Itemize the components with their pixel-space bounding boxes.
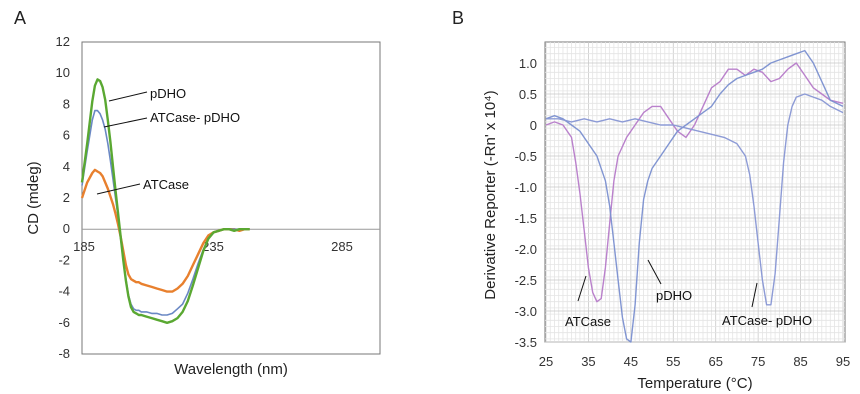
chart-b-x-tick-label: 75 [751, 354, 765, 369]
chart-b-plot-frame [544, 41, 846, 343]
chart-a-annotation-leader [103, 117, 148, 128]
chart-b-y-tick-label: -1.0 [515, 180, 537, 195]
chart-b-series [545, 49, 844, 343]
chart-a-x-axis-label: Wavelength (nm) [174, 361, 288, 378]
chart-a-y-tick-label: 4 [63, 159, 70, 174]
chart-b-annotation-label: pDHO [656, 288, 692, 303]
chart-a-y-tick-label: 6 [63, 128, 70, 143]
chart-a-x-tick-label: 285 [331, 239, 353, 254]
chart-b-y-tick-label: 0.5 [519, 87, 537, 102]
chart-a-series [80, 78, 250, 324]
chart-b-y-tick-label: -1.5 [515, 211, 537, 226]
chart-b-annotation-leader [751, 282, 758, 308]
chart-a-y-ticks: 12 10 8 6 4 2 0 -2 -4 -6 -8 [56, 34, 70, 361]
chart-a-y-tick-label: 0 [63, 221, 70, 236]
chart-b-series-line-0 [545, 62, 844, 303]
chart-a-x-tick-label: 185 [73, 239, 95, 254]
chart-b-annotation-label: ATCase- pDHO [722, 313, 812, 328]
chart-b-x-axis-label: Temperature (°C) [637, 375, 752, 392]
chart-b-annotation-leader [647, 259, 662, 285]
chart-a-y-tick-label: 8 [63, 96, 70, 111]
chart-a-y-tick-label: -8 [58, 346, 70, 361]
chart-b-x-tick-label: 45 [624, 354, 638, 369]
chart-a-y-tick-label: 10 [56, 65, 70, 80]
chart-b-annotation-leader [577, 275, 587, 302]
chart-b-annotation-label: ATCase [565, 314, 611, 329]
chart-a-annotation-leader [108, 91, 148, 102]
chart-b-series-line-1 [545, 49, 844, 343]
chart-a-y-tick-label: -6 [58, 315, 70, 330]
chart-b-y-tick-label: -2.0 [515, 242, 537, 257]
panel-letter-a: A [14, 8, 27, 28]
chart-b-y-tick-label: 0 [530, 118, 537, 133]
chart-b-y-tick-label: -0.5 [515, 149, 537, 164]
chart-b-series-line-2 [546, 93, 844, 306]
chart-b-y-tick-label: 1.0 [519, 56, 537, 71]
chart-b-x-tick-label: 85 [793, 354, 807, 369]
chart-b-x-ticks: 25 35 45 55 65 75 85 95 [539, 354, 850, 369]
chart-b-x-tick-label: 55 [666, 354, 680, 369]
chart-b-y-tick-label: -3.5 [515, 335, 537, 350]
chart-a-annotation-label: pDHO [150, 86, 186, 101]
chart-a-annotation-leader [96, 183, 141, 195]
chart-b-y-tick-label: -2.5 [515, 273, 537, 288]
chart-a-annotation-label: ATCase [143, 177, 189, 192]
chart-a-plot-frame [81, 41, 381, 355]
chart-b-x-tick-label: 95 [836, 354, 850, 369]
chart-b-y-axis-label: Derivative Reporter (-Rn' x 10⁴) [482, 90, 499, 299]
chart-a-y-tick-label: -4 [58, 284, 70, 299]
panel-letter-b: B [452, 8, 465, 28]
chart-a-y-axis-label: CD (mdeg) [25, 161, 42, 234]
chart-b-x-tick-label: 65 [708, 354, 722, 369]
chart-b-grid [545, 42, 845, 343]
chart-b-y-tick-label: -3.0 [515, 304, 537, 319]
chart-b-y-ticks: 1.0 0.5 0 -0.5 -1.0 -1.5 -2.0 -2.5 -3.0 -3.5 [515, 56, 537, 350]
chart-b-x-tick-label: 35 [581, 354, 595, 369]
chart-a-annotation-label: ATCase- pDHO [150, 110, 240, 125]
chart-a-y-tick-label: 12 [56, 34, 70, 49]
chart-a-series-line-0 [80, 78, 250, 324]
chart-b-x-tick-label: 25 [539, 354, 553, 369]
chart-a-y-tick-label: -2 [58, 252, 70, 267]
chart-b: 1.0 0.5 0 -0.5 -1.0 -1.5 -2.0 -2.5 -3.0 -3.5 25 35… [482, 41, 850, 392]
chart-b-annotations: ATCase pDHO ATCase- pDHO [565, 259, 812, 329]
chart-a-annotations: pDHO ATCase- pDHO ATCase [96, 86, 240, 195]
chart-a-y-tick-label: 2 [63, 190, 70, 205]
